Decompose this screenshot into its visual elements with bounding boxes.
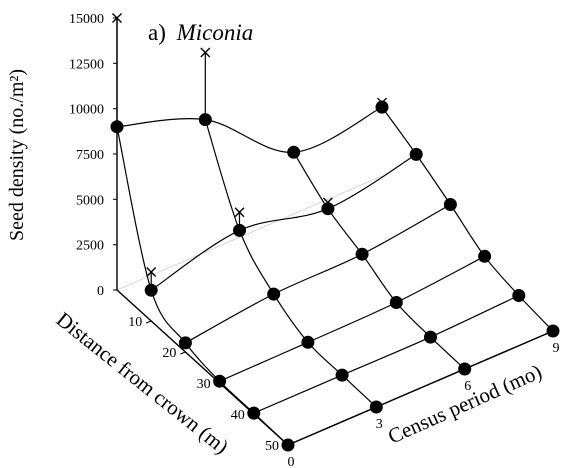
series-line-period-3 xyxy=(204,119,377,408)
predicted-x-marker xyxy=(146,267,157,278)
z-tick-label: 12500 xyxy=(69,57,104,72)
period-tick-label: 0 xyxy=(288,455,295,468)
chart-title-prefix: a) xyxy=(148,20,166,45)
distance-tick-label: 10 xyxy=(128,315,142,330)
isoline-distance-50 xyxy=(287,330,554,446)
isoline-distance-20 xyxy=(185,203,451,344)
data-point xyxy=(409,147,423,161)
back-floor-line xyxy=(116,175,383,291)
z-tick-label: 7500 xyxy=(76,148,104,163)
isoline-distance-30 xyxy=(219,255,485,382)
data-point xyxy=(443,198,457,211)
z-axis-label: Seed density (no./m²) xyxy=(6,69,28,241)
data-point xyxy=(178,336,192,350)
markers xyxy=(110,13,560,452)
data-point xyxy=(375,100,389,114)
predicted-x-marker xyxy=(322,197,333,208)
data-point xyxy=(267,287,281,301)
distance-tick-label: 20 xyxy=(162,346,176,361)
distance-tick-mark xyxy=(248,413,254,417)
chart-title-species: Miconia xyxy=(176,20,254,45)
isoline-distance-10 xyxy=(150,153,417,291)
data-point xyxy=(213,374,227,388)
data-point xyxy=(424,330,437,344)
data-point xyxy=(355,247,369,261)
data-point xyxy=(335,368,349,382)
distance-tick-mark xyxy=(282,444,289,448)
distance-tick-mark xyxy=(214,382,220,386)
predicted-x-marker xyxy=(248,408,259,419)
data-point xyxy=(512,289,526,302)
predicted-x-marker xyxy=(234,207,245,218)
data-point xyxy=(301,335,315,349)
data-point xyxy=(287,145,301,159)
series-line-period-6 xyxy=(293,151,466,370)
z-tick-label: 10000 xyxy=(69,103,104,118)
predicted-x-marker xyxy=(377,97,387,108)
z-tick-label: 2500 xyxy=(76,239,104,254)
predicted-x-marker xyxy=(200,47,211,58)
period-tick-label: 9 xyxy=(553,341,560,356)
data-point xyxy=(478,249,492,263)
distance-tick-mark xyxy=(180,351,186,355)
distance-tick-label: 40 xyxy=(231,408,245,423)
period-tick-label: 3 xyxy=(376,417,383,432)
z-tick-label: 0 xyxy=(97,284,104,299)
isoline-distance-0 xyxy=(116,106,383,153)
predicted-x-marker xyxy=(391,297,402,308)
chart-title: a) Miconia xyxy=(148,20,253,45)
z-tick-label: 15000 xyxy=(69,12,104,27)
distance-tick-mark xyxy=(146,320,152,324)
period-tick-label: 6 xyxy=(464,379,471,394)
isoline-distance-40 xyxy=(253,294,520,414)
tick-labels: 0 2500 5000 7500 10000 12500 15000 10 20 30 40 50 0 3… xyxy=(69,12,560,468)
distance-tick-label: 50 xyxy=(265,439,279,454)
distance-tick-label: 30 xyxy=(197,377,211,392)
z-tick-label: 5000 xyxy=(76,193,104,208)
